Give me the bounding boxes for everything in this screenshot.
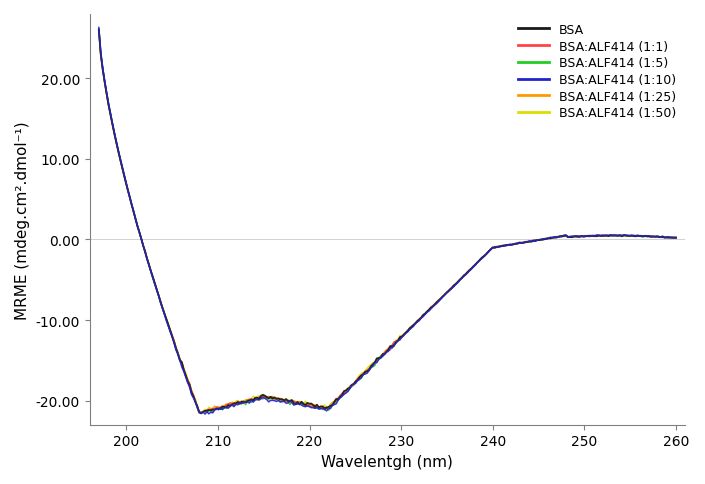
Y-axis label: MRME (mdeg.cm².dmol⁻¹): MRME (mdeg.cm².dmol⁻¹) — [15, 121, 30, 319]
Legend: BSA, BSA:ALF414 (1:1), BSA:ALF414 (1:5), BSA:ALF414 (1:10), BSA:ALF414 (1:25), B: BSA, BSA:ALF414 (1:1), BSA:ALF414 (1:5),… — [513, 19, 682, 125]
X-axis label: Wavelentgh (nm): Wavelentgh (nm) — [321, 454, 453, 469]
